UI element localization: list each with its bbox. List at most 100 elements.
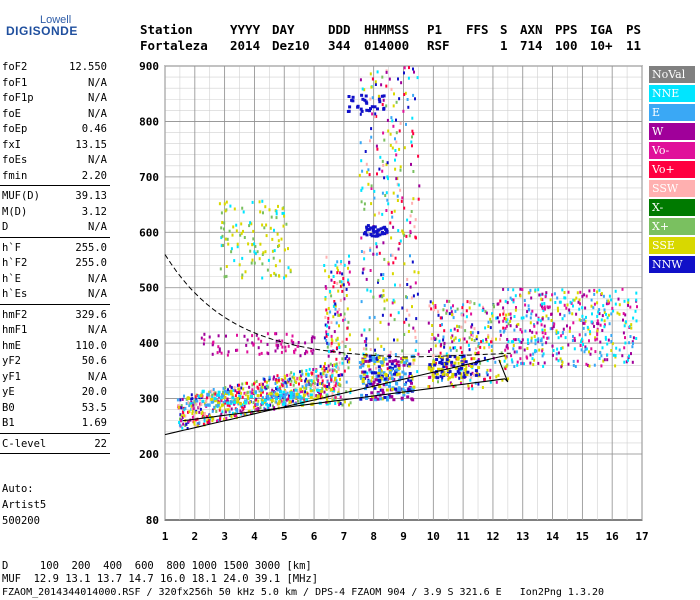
echo-point xyxy=(531,330,534,334)
echo-point xyxy=(381,103,384,106)
echo-point xyxy=(278,259,281,263)
echo-point xyxy=(282,212,285,215)
echo-point xyxy=(380,361,384,365)
echo-point xyxy=(365,343,368,347)
echo-point xyxy=(603,325,606,329)
echo-point xyxy=(223,389,227,393)
echo-point xyxy=(395,382,399,386)
echo-point xyxy=(338,324,340,328)
echo-point xyxy=(454,384,457,388)
echo-point xyxy=(203,417,206,421)
param-row: M(D) 3.12 xyxy=(2,205,107,219)
echo-point xyxy=(226,397,229,401)
echo-point xyxy=(553,322,556,326)
echo-point xyxy=(301,396,304,400)
echo-point xyxy=(449,346,452,350)
echo-point xyxy=(221,410,224,414)
echo-point xyxy=(568,329,571,333)
echo-point xyxy=(225,274,228,278)
echo-point xyxy=(467,384,470,388)
echo-point xyxy=(256,385,259,389)
echo-point xyxy=(445,373,449,377)
echo-point xyxy=(449,381,452,385)
echo-point xyxy=(237,402,240,406)
echo-point xyxy=(365,162,368,166)
echo-point xyxy=(369,348,372,351)
echo-point xyxy=(374,80,377,84)
echo-point xyxy=(463,360,465,364)
echo-point xyxy=(376,378,380,382)
echo-point xyxy=(339,261,342,265)
echo-point xyxy=(460,376,464,380)
echo-point xyxy=(562,331,564,334)
echo-point xyxy=(450,383,453,386)
echo-point xyxy=(242,229,244,233)
param-key: yF2 xyxy=(2,355,21,367)
echo-point xyxy=(406,308,409,312)
echo-point xyxy=(615,346,618,350)
echo-point xyxy=(305,383,308,387)
echo-point xyxy=(413,70,415,74)
echo-point xyxy=(332,285,335,289)
echo-point xyxy=(334,396,337,400)
echo-point xyxy=(232,388,235,392)
echo-point xyxy=(345,390,348,394)
echo-point xyxy=(505,317,508,321)
echo-point xyxy=(199,402,201,406)
echo-point xyxy=(519,287,522,291)
echo-point xyxy=(611,306,614,310)
echo-point xyxy=(191,407,194,411)
echo-point xyxy=(390,377,394,381)
echo-point xyxy=(246,350,249,354)
echo-point xyxy=(265,234,268,238)
echo-point xyxy=(634,309,637,313)
echo-point xyxy=(324,296,327,299)
echo-point xyxy=(329,289,331,293)
echo-point xyxy=(370,85,373,89)
param-value: 12.550 xyxy=(69,61,107,73)
echo-point xyxy=(530,339,533,343)
echo-point xyxy=(366,170,369,174)
echo-point xyxy=(445,362,449,366)
param-row: foE N/A xyxy=(2,107,107,121)
echo-point xyxy=(589,330,591,334)
echo-point xyxy=(233,207,236,211)
echo-point xyxy=(495,316,498,320)
echo-point xyxy=(405,317,408,321)
echo-point xyxy=(251,341,254,345)
echo-point xyxy=(241,206,244,210)
echo-point xyxy=(489,380,492,384)
echo-point xyxy=(367,109,371,112)
echo-point xyxy=(261,385,264,389)
echo-point xyxy=(220,236,223,240)
param-value: 53.5 xyxy=(81,401,107,414)
echo-point xyxy=(266,268,269,272)
echo-point xyxy=(218,347,221,351)
echo-point xyxy=(369,398,373,401)
echo-point xyxy=(363,250,366,254)
echo-point xyxy=(381,397,385,401)
echo-point xyxy=(492,303,495,307)
echo-point xyxy=(433,363,437,367)
echo-point xyxy=(404,91,407,95)
echo-point xyxy=(337,342,340,346)
echo-point xyxy=(281,339,284,343)
echo-point xyxy=(590,298,593,302)
echo-point xyxy=(476,359,480,363)
echo-point xyxy=(610,340,613,343)
param-value: 39.13 xyxy=(75,190,107,202)
echo-point xyxy=(623,360,626,364)
echo-point xyxy=(327,350,330,353)
echo-point xyxy=(331,369,334,373)
echo-point xyxy=(389,350,392,354)
echo-point xyxy=(403,71,405,75)
echo-point xyxy=(463,337,466,341)
echo-point xyxy=(289,268,292,272)
echo-point xyxy=(406,277,409,281)
echo-point xyxy=(286,373,289,377)
echo-point xyxy=(465,340,468,344)
echo-point xyxy=(210,400,214,404)
echo-point xyxy=(503,359,506,363)
echo-point xyxy=(202,342,205,346)
echo-point xyxy=(330,270,333,274)
